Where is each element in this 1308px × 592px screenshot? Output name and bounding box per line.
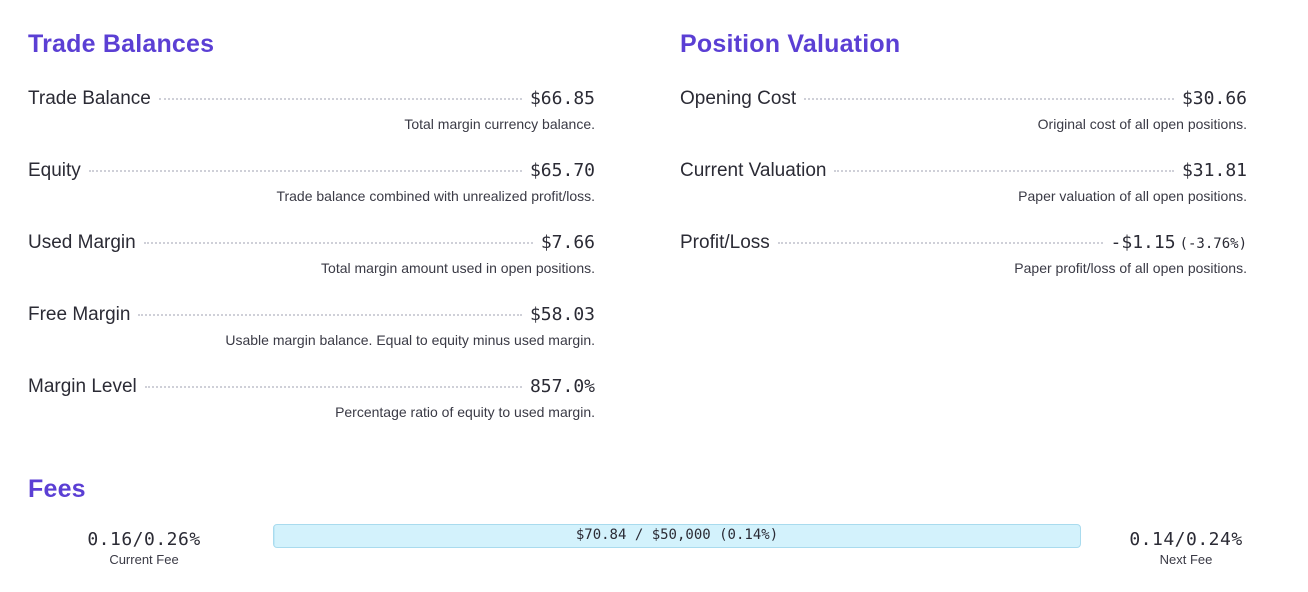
current-fee-caption: Current Fee [109, 552, 179, 567]
opening-cost-description: Original cost of all open positions. [1037, 116, 1247, 132]
leader-dots [834, 170, 1174, 172]
free-margin-description: Usable margin balance. Equal to equity m… [225, 332, 595, 348]
margin-level-description: Percentage ratio of equity to used margi… [335, 404, 595, 420]
trade-balance-value: $66.85 [529, 88, 595, 109]
equity-label: Equity [28, 160, 81, 181]
trade-balance-row: Trade Balance $66.85 Total margin curren… [28, 88, 595, 160]
equity-row: Equity $65.70 Trade balance combined wit… [28, 160, 595, 232]
current-fee: 0.16/0.26% Current Fee [64, 529, 224, 567]
leader-dots [143, 242, 533, 244]
trade-balances-title: Trade Balances [28, 30, 215, 58]
used-margin-row: Used Margin $7.66 Total margin amount us… [28, 232, 595, 304]
next-fee-caption: Next Fee [1159, 552, 1213, 567]
current-valuation-label: Current Valuation [680, 160, 827, 181]
used-margin-value: $7.66 [540, 232, 595, 253]
profit-loss-amount: -$1.15 [1110, 232, 1176, 253]
margin-level-row: Margin Level 857.0% Percentage ratio of … [28, 376, 595, 448]
fee-volume-progress-text: $70.84 / $50,000 (0.14%) [575, 527, 779, 543]
leader-dots [804, 98, 1174, 100]
trade-balance-label: Trade Balance [28, 88, 151, 109]
opening-cost-label: Opening Cost [680, 88, 797, 109]
leader-dots [144, 386, 522, 388]
trade-balance-description: Total margin currency balance. [404, 116, 595, 132]
current-valuation-value: $31.81 [1181, 160, 1247, 181]
margin-level-value: 857.0% [529, 376, 595, 397]
current-valuation-description: Paper valuation of all open positions. [1018, 188, 1247, 204]
fee-volume-progress-fill [274, 525, 276, 547]
current-valuation-row: Current Valuation $31.81 Paper valuation… [680, 160, 1247, 232]
margin-level-label: Margin Level [28, 376, 137, 397]
free-margin-label: Free Margin [28, 304, 131, 325]
used-margin-description: Total margin amount used in open positio… [321, 260, 595, 276]
leader-dots [777, 242, 1103, 244]
profit-loss-value: -$1.15 (-3.76%) [1111, 232, 1247, 253]
leader-dots [138, 314, 522, 316]
equity-description: Trade balance combined with unrealized p… [276, 188, 595, 204]
current-fee-value: 0.16/0.26% [87, 529, 201, 550]
profit-loss-percent: (-3.76%) [1179, 236, 1247, 252]
fee-volume-progress-bar: $70.84 / $50,000 (0.14%) [273, 524, 1081, 548]
fees-title: Fees [28, 475, 86, 503]
free-margin-row: Free Margin $58.03 Usable margin balance… [28, 304, 595, 376]
position-valuation-title: Position Valuation [680, 30, 901, 58]
free-margin-value: $58.03 [529, 304, 595, 325]
trade-balances-list: Trade Balance $66.85 Total margin curren… [28, 88, 595, 448]
opening-cost-row: Opening Cost $30.66 Original cost of all… [680, 88, 1247, 160]
equity-value: $65.70 [529, 160, 595, 181]
opening-cost-value: $30.66 [1181, 88, 1247, 109]
next-fee-value: 0.14/0.24% [1129, 529, 1243, 550]
profit-loss-label: Profit/Loss [680, 232, 770, 253]
leader-dots [88, 170, 522, 172]
profit-loss-row: Profit/Loss -$1.15 (-3.76%) Paper profit/… [680, 232, 1247, 304]
next-fee: 0.14/0.24% Next Fee [1106, 529, 1266, 567]
used-margin-label: Used Margin [28, 232, 136, 253]
position-valuation-list: Opening Cost $30.66 Original cost of all… [680, 88, 1247, 304]
profit-loss-description: Paper profit/loss of all open positions. [1014, 260, 1247, 276]
leader-dots [158, 98, 522, 100]
